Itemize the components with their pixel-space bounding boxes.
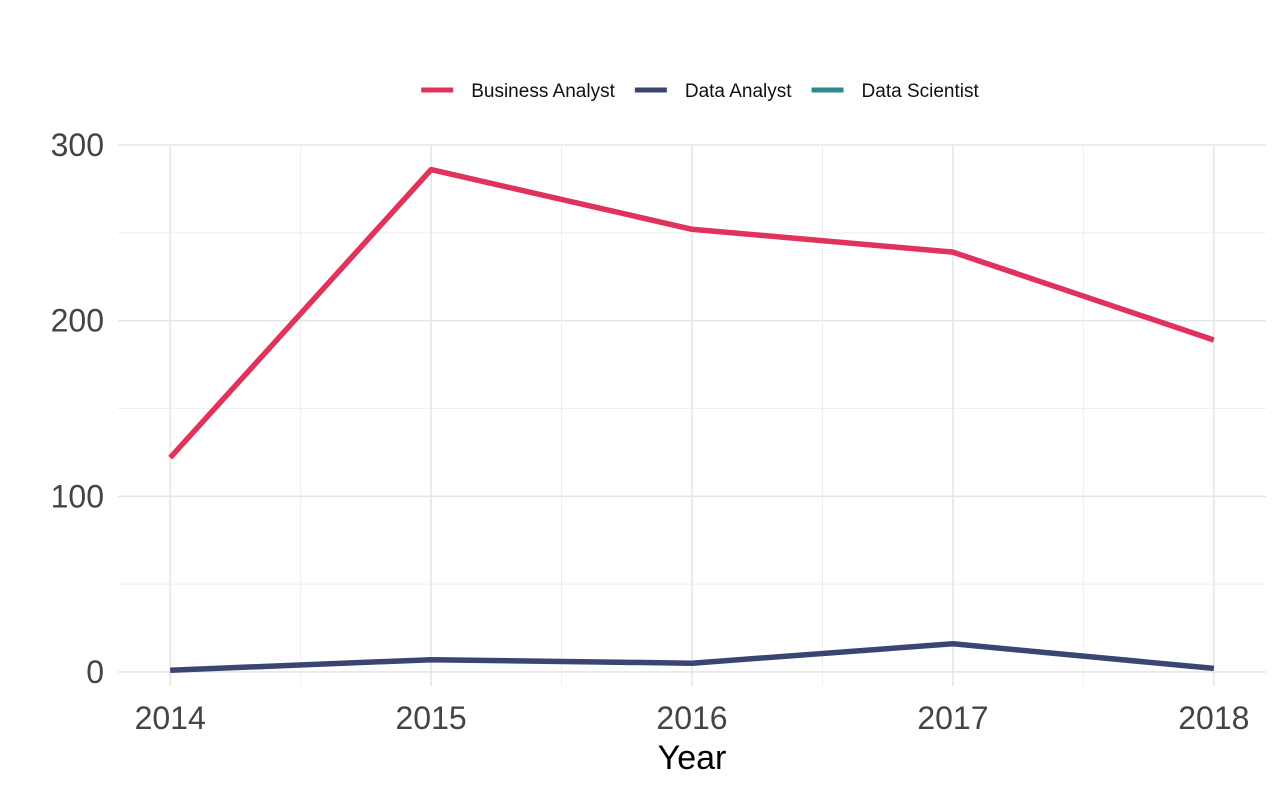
legend-label: Data Analyst	[685, 81, 792, 102]
legend-label: Data Scientist	[862, 81, 980, 102]
series-line-business-analyst	[168, 166, 1215, 460]
x-tick-label: 2015	[395, 700, 466, 736]
x-tick-label: 2017	[917, 700, 988, 736]
series-layer	[168, 166, 1215, 673]
legend-item: Data Scientist	[811, 81, 980, 102]
y-tick-label: 0	[86, 654, 104, 690]
y-tick-label: 300	[51, 127, 104, 163]
y-tick-label: 200	[51, 303, 104, 339]
x-tick-label: 2016	[656, 700, 727, 736]
legend-item: Data Analyst	[634, 81, 792, 102]
legend: Business Analyst Data Analyst Data Scienti…	[421, 81, 979, 102]
x-axis-ticks: 2014 2015 2016 2017 2018	[135, 700, 1250, 736]
y-axis-ticks: 0 100 200 300	[51, 127, 104, 690]
x-axis-title: Year	[658, 739, 727, 777]
x-tick-label: 2018	[1178, 700, 1249, 736]
x-tick-label: 2014	[135, 700, 206, 736]
grid-layer	[118, 144, 1266, 686]
series-line-data-analyst	[170, 641, 1215, 673]
y-tick-label: 100	[51, 478, 104, 514]
legend-label: Business Analyst	[471, 81, 615, 102]
legend-item: Business Analyst	[421, 81, 616, 102]
